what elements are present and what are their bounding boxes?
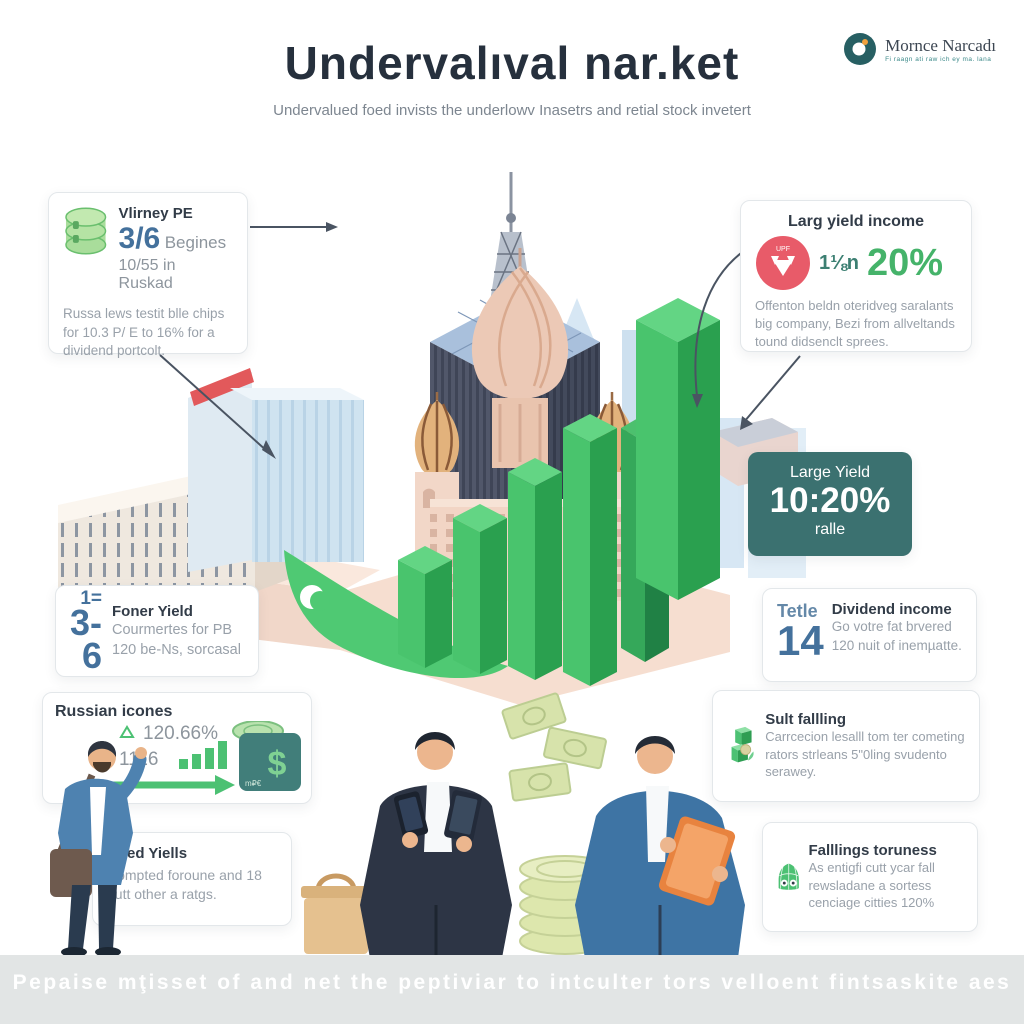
stat-line2: 10/55 in Ruskad bbox=[118, 257, 176, 292]
man-pointing bbox=[50, 741, 147, 957]
mini-bar-chart bbox=[179, 741, 227, 769]
bar-2 bbox=[453, 504, 507, 674]
large-yield-badge: Large Yield 10:20% ralle bbox=[748, 452, 912, 556]
num-small: 1= bbox=[80, 588, 103, 610]
header: Undervalıval nar.ket Undervalued foed in… bbox=[0, 36, 1024, 119]
card-body: Carrcecion lesalll tom ter cometing rato… bbox=[765, 728, 965, 780]
card-label: Tetle bbox=[777, 601, 818, 621]
stat1: 120.66% bbox=[143, 723, 218, 744]
stat-value: 3/6 bbox=[118, 222, 161, 255]
badge-line2: ralle bbox=[814, 520, 846, 538]
badge-text: UPF bbox=[776, 246, 790, 253]
badge-stat: 10:20% bbox=[769, 481, 891, 520]
card-title: Larg yield income bbox=[787, 213, 925, 230]
left-blue-buildings bbox=[188, 368, 364, 572]
brand-tagline: Fi raagn ati raw ich ey ma. lana bbox=[885, 55, 992, 63]
card-title: Falllings toruness bbox=[808, 841, 937, 859]
card-body: As entigfi cutt ycar fall rewsladane a s… bbox=[808, 859, 935, 911]
stat-value: 20% bbox=[867, 242, 944, 284]
brand-name: Mornce Narcadı bbox=[885, 35, 996, 55]
page-subtitle: Undervalued foed invists the underlowv I… bbox=[273, 102, 751, 119]
card-title: Dividend income bbox=[831, 601, 952, 618]
man-dark-suit bbox=[360, 732, 512, 958]
card-title: Foner Yield bbox=[112, 602, 193, 620]
heart-percent-icon: UPF bbox=[756, 236, 810, 290]
man-blue-suit bbox=[575, 736, 745, 958]
flying-banknotes bbox=[501, 692, 607, 802]
card-sult-fallling: Sult fallling Carrcecion lesalll tom ter… bbox=[712, 690, 980, 802]
card-body: Courmertes for PB 120 be-Ns, sorcasal bbox=[112, 621, 241, 658]
card-larg-yield-income: Larg yield income UPF 1⅛n 20% Offenton b… bbox=[740, 200, 972, 352]
footer-text: Pepaise mţisset of and net the peptiviar… bbox=[12, 971, 1012, 994]
wallet-symbol: $ bbox=[268, 745, 287, 783]
up-triangle-icon bbox=[119, 725, 135, 738]
bar-4 bbox=[563, 414, 617, 686]
card-dividend-income: Tetle 14 Dividend income Go votre fat br… bbox=[762, 588, 977, 682]
card-title: Russian icones bbox=[55, 703, 173, 720]
card-body: Offenton beldn oteridveg saralants big c… bbox=[755, 298, 955, 349]
footer-bar: Pepaise mţisset of and net the peptiviar… bbox=[0, 955, 1024, 1024]
growth-bars bbox=[398, 298, 720, 686]
wallet-icon: $ m₽€ bbox=[232, 721, 301, 791]
page-title: Undervalıval nar.ket bbox=[284, 37, 740, 89]
card-foner-yield: 1= 3-6 Foner Yield Courmertes for PB 120… bbox=[55, 585, 259, 677]
card-title: Sult fallling bbox=[765, 710, 847, 728]
badge-line1: Large Yield bbox=[789, 464, 871, 481]
wallet-label: m₽€ bbox=[245, 779, 262, 788]
card-vlirney-pe: Vlirney PE 3/6 Begines 10/55 in Ruskad R… bbox=[48, 192, 248, 358]
coin-stack-icon bbox=[65, 207, 107, 255]
bar-1 bbox=[398, 546, 452, 668]
card-body: Go votre fat brvered 120 nuit of inemµat… bbox=[831, 619, 962, 653]
card-falllings-toruness: Falllings toruness As entigfi cutt ycar … bbox=[762, 822, 978, 932]
stat-prefix: 1⅛n bbox=[819, 251, 860, 274]
card-body: Russa lews testit blle chips for 10.3 P/… bbox=[63, 306, 225, 359]
green-blocks-icon bbox=[731, 726, 754, 763]
card-title: Vlirney PE bbox=[118, 205, 193, 222]
num-big: 14 bbox=[777, 617, 824, 664]
num-big: 3-6 bbox=[70, 602, 103, 676]
brand-mark-icon bbox=[844, 33, 877, 65]
bar-6-tallest bbox=[636, 298, 720, 600]
green-dome-icon bbox=[778, 863, 799, 890]
tan-briefcase bbox=[301, 873, 371, 954]
bar-3 bbox=[508, 458, 562, 680]
card-body: Compted foroune and 18 nutt other a ratg… bbox=[107, 867, 262, 903]
brand-logo: Mornce Narcadı Fi raagn ati raw ich ey m… bbox=[843, 32, 996, 66]
stat-suffix: Begines bbox=[164, 233, 227, 252]
